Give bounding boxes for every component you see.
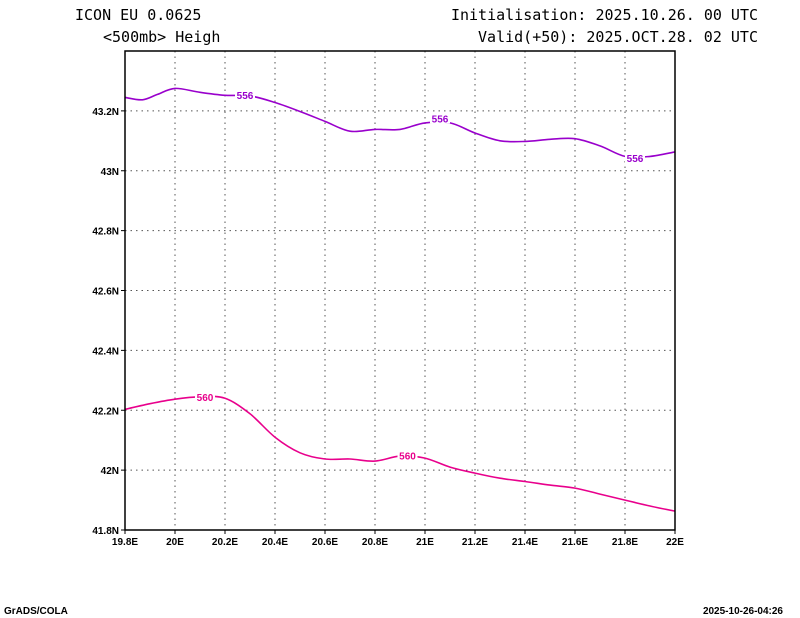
contour-label-bg <box>195 391 215 403</box>
contour-label-bg <box>430 112 450 124</box>
contour-label-560: 560 <box>399 451 416 462</box>
x-tick-label: 22E <box>666 537 684 548</box>
y-tick-label: 42.4N <box>92 346 119 357</box>
x-tick-label: 21E <box>416 537 434 548</box>
contour-label-bg <box>625 152 645 164</box>
x-tick-label: 20.4E <box>262 537 288 548</box>
x-axis-ticks: 19.8E 20E 20.2E 20.4E 20.6E 20.8E 21E 21.2E 21.4… <box>112 530 684 548</box>
x-tick-label: 21.2E <box>462 537 488 548</box>
model-title: ICON EU 0.0625 <box>75 6 201 24</box>
footer-credit: GrADS/COLA <box>4 606 68 617</box>
y-tick-label: 42.8N <box>92 227 119 238</box>
contour-labels: 556 556 556 560 560 <box>195 89 645 462</box>
x-tick-label: 21.6E <box>562 537 588 548</box>
plot-frame <box>124 50 676 531</box>
x-tick-label: 21.8E <box>612 537 638 548</box>
y-tick-label: 43.2N <box>92 107 119 118</box>
valid-time: Valid(+50): 2025.OCT.28. 02 UTC <box>478 28 758 46</box>
y-tick-label: 43N <box>101 167 119 178</box>
footer-timestamp: 2025-10-26-04:26 <box>703 606 783 617</box>
x-tick-label: 20.2E <box>212 537 238 548</box>
contour-line-556 <box>124 87 676 159</box>
gridlines <box>125 51 675 530</box>
init-time: Initialisation: 2025.10.26. 00 UTC <box>451 6 758 24</box>
x-tick-label: 20.6E <box>312 537 338 548</box>
contour-label-556: 556 <box>237 91 254 102</box>
y-tick-label: 42.2N <box>92 406 119 417</box>
contour-label-556: 556 <box>432 114 449 125</box>
contour-label-560: 560 <box>197 393 214 404</box>
x-tick-label: 19.8E <box>112 537 138 548</box>
contour-label-556: 556 <box>627 154 644 165</box>
x-tick-label: 20.8E <box>362 537 388 548</box>
y-tick-label: 42N <box>101 466 119 477</box>
contour-label-bg <box>397 449 418 461</box>
y-tick-label: 42.6N <box>92 287 119 298</box>
field-title: <500mb> Heigh <box>103 28 220 46</box>
contour-label-bg <box>235 89 255 101</box>
x-tick-label: 21.4E <box>512 537 538 548</box>
x-tick-label: 20E <box>166 537 184 548</box>
y-tick-label: 41.8N <box>92 526 119 537</box>
